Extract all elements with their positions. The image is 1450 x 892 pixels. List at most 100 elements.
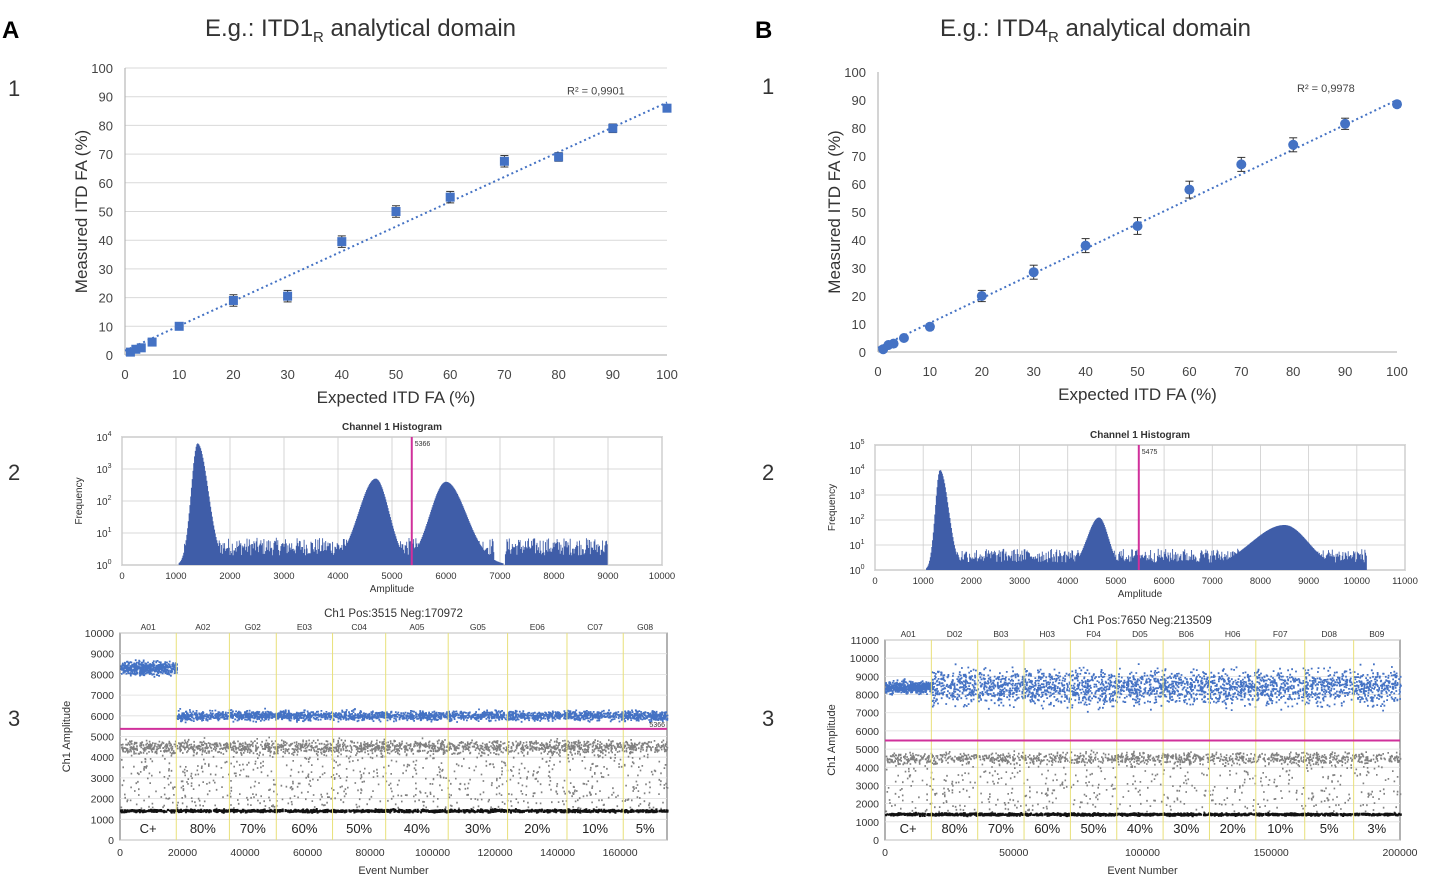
data-point (499, 156, 509, 166)
exponent: 3 (108, 463, 112, 470)
data-point (391, 207, 401, 216)
percentage-label: 40% (404, 821, 430, 836)
data-point (125, 347, 135, 357)
x-tick-label: 120000 (478, 847, 513, 859)
y-tick-label: 90 (99, 90, 113, 105)
panel-title: E.g.: ITD1R analytical domain (205, 15, 516, 46)
percentage-label: 70% (988, 821, 1014, 836)
y-tick-label: 11000 (851, 635, 880, 647)
exponent: 2 (108, 495, 112, 502)
y-tick-label: 20 (99, 291, 113, 306)
well-label: F04 (1086, 629, 1101, 639)
data-point (1236, 159, 1247, 170)
exponent: 3 (861, 489, 865, 496)
threshold-label: 5475 (1142, 449, 1158, 456)
x-tick-label: 6000 (435, 571, 456, 582)
y-tick-label: 0 (873, 835, 879, 847)
well-label: E03 (297, 622, 312, 632)
x-tick-label: 5000 (1105, 576, 1126, 587)
percentage-label: 5% (1320, 821, 1339, 836)
x-tick-label: 80000 (355, 847, 384, 859)
title-suffix: analytical domain (1059, 15, 1251, 42)
x-tick-label: 100000 (415, 847, 450, 859)
trend-line (877, 99, 1398, 349)
row-label: 1 (8, 76, 20, 101)
well-label: D05 (1132, 629, 1148, 639)
data-point (898, 333, 909, 343)
x-tick-label: 40 (1078, 364, 1092, 379)
x-tick-label: 0 (119, 571, 124, 582)
well-label: C07 (587, 622, 603, 632)
x-tick-label: 10000 (649, 571, 675, 582)
y-tick-label: 103 (96, 463, 111, 476)
well-label: G02 (245, 622, 261, 632)
percentage-label: 3% (1367, 821, 1386, 836)
y-tick-label: 4000 (856, 762, 880, 774)
r-squared-label: R² = 0,9978 (1297, 83, 1355, 95)
exponent: 1 (861, 539, 865, 546)
well-label: C04 (351, 622, 367, 632)
x-tick-label: 30 (280, 367, 294, 382)
x-tick-label: 0 (874, 364, 881, 379)
x-tick-label: 4000 (1057, 576, 1078, 587)
percentage-label: 10% (1267, 821, 1293, 836)
y-tick-label: 10 (99, 319, 113, 334)
well-label: D08 (1321, 629, 1337, 639)
y-tick-label: 100 (844, 65, 866, 80)
well-label: A05 (409, 622, 424, 632)
y-tick-label: 30 (852, 261, 866, 276)
y-tick-label: 102 (849, 514, 864, 527)
data-point (1288, 139, 1299, 150)
y-tick-label: 6000 (91, 711, 115, 723)
percentage-label: 10% (582, 821, 608, 836)
x-tick-label: 1000 (165, 571, 186, 582)
x-tick-label: 5000 (381, 571, 402, 582)
well-label: G08 (637, 622, 653, 632)
well-label: A02 (195, 622, 210, 632)
data-point (1132, 221, 1143, 231)
y-tick-label: 0 (106, 348, 113, 363)
x-axis-title: Event Number (358, 865, 429, 877)
percentage-label: 60% (1034, 821, 1060, 836)
data-point (337, 237, 347, 247)
histogram-title: Channel 1 Histogram (342, 422, 442, 433)
y-axis-title: Ch1 Amplitude (826, 704, 838, 776)
y-tick-label: 103 (849, 489, 864, 502)
exponent: 5 (861, 439, 865, 446)
exponent: 0 (108, 559, 112, 566)
x-tick-label: 140000 (540, 847, 575, 859)
percentage-label: 80% (942, 821, 968, 836)
histogram-title: Channel 1 Histogram (1090, 430, 1190, 441)
x-tick-label: 3000 (273, 571, 294, 582)
x-tick-label: 9000 (1298, 576, 1319, 587)
negative-droplets (885, 749, 1402, 814)
r-squared-label: R² = 0,9901 (567, 85, 625, 97)
x-tick-label: 60 (1182, 364, 1196, 379)
y-tick-label: 0 (859, 345, 866, 360)
x-tick-label: 150000 (1254, 847, 1289, 859)
percentage-label: C+ (900, 821, 917, 836)
x-tick-label: 50000 (999, 847, 1028, 859)
exponent: 1 (108, 527, 112, 534)
x-tick-label: 1000 (913, 576, 934, 587)
panel-title: E.g.: ITD4R analytical domain (940, 15, 1251, 46)
x-axis-title: Amplitude (1118, 589, 1163, 600)
y-tick-label: 60 (99, 176, 113, 191)
y-tick-label: 70 (99, 147, 113, 162)
y-tick-label: 5000 (91, 732, 115, 744)
x-tick-label: 8000 (1250, 576, 1271, 587)
x-tick-label: 10 (172, 367, 186, 382)
y-tick-label: 20 (852, 289, 866, 304)
x-tick-label: 90 (606, 367, 620, 382)
dotplot-title: Ch1 Pos:7650 Neg:213509 (1073, 615, 1212, 627)
row-label: 2 (762, 460, 774, 485)
percentage-label: 30% (465, 821, 491, 836)
y-tick-label: 9000 (856, 671, 880, 683)
well-label: E06 (530, 622, 545, 632)
data-point (147, 337, 157, 347)
y-tick-label: 1000 (856, 817, 880, 829)
y-tick-label: 40 (99, 233, 113, 248)
x-tick-label: 50 (389, 367, 403, 382)
